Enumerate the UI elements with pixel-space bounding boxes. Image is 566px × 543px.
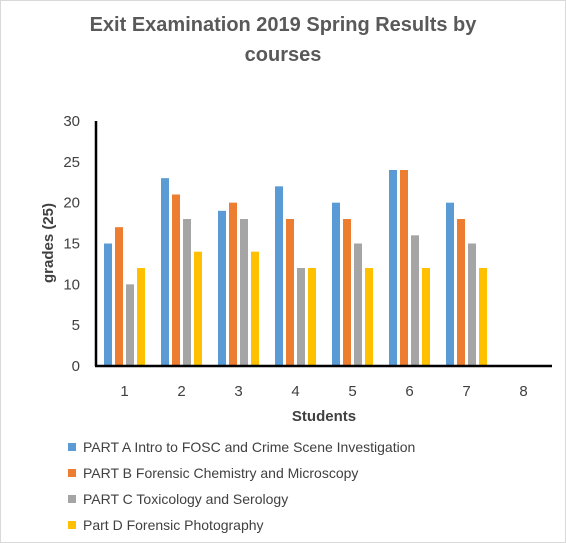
bars [104, 170, 487, 366]
bar-1-student-6 [389, 170, 397, 366]
bar-4-student-1 [137, 268, 145, 366]
legend-label: PART B Forensic Chemistry and Microscopy [83, 465, 359, 481]
bar-3-student-3 [240, 219, 248, 366]
chart-title-line-1: Exit Examination 2019 Spring Results by [89, 14, 477, 36]
bar-3-student-1 [126, 284, 134, 366]
legend-swatch [68, 495, 76, 503]
x-axis-title: Students [292, 408, 356, 425]
x-tick-labels: 1 2 3 4 5 6 7 8 [120, 383, 527, 400]
x-tick-label: 6 [405, 383, 413, 400]
legend-swatch [68, 469, 76, 477]
y-tick-label: 25 [63, 154, 80, 171]
bar-3-student-2 [183, 219, 191, 366]
x-tick-label: 5 [348, 383, 356, 400]
legend-swatch [68, 443, 76, 451]
bar-2-student-2 [172, 194, 180, 366]
legend-swatch [68, 521, 76, 529]
x-tick-label: 8 [519, 383, 527, 400]
bar-2-student-7 [457, 219, 465, 366]
bar-1-student-3 [218, 210, 226, 366]
bar-2-student-4 [286, 219, 294, 366]
chart-title-line-2: courses [244, 44, 322, 66]
bar-1-student-4 [275, 186, 283, 366]
x-tick-label: 1 [120, 383, 128, 400]
y-axis-title: grades (25) [40, 203, 57, 283]
bar-3-student-5 [354, 243, 362, 366]
y-tick-label: 10 [63, 276, 80, 293]
x-tick-label: 3 [234, 383, 242, 400]
bar-2-student-5 [343, 219, 351, 366]
bar-1-student-1 [104, 243, 112, 366]
bar-1-student-2 [161, 178, 169, 366]
legend-label: Part D Forensic Photography [83, 517, 264, 533]
bar-1-student-7 [446, 202, 454, 366]
bar-2-student-1 [115, 227, 123, 366]
x-tick-label: 7 [462, 383, 470, 400]
legend-label: PART A Intro to FOSC and Crime Scene Inv… [83, 439, 416, 455]
bar-2-student-6 [400, 170, 408, 366]
bar-3-student-7 [468, 243, 476, 366]
bar-4-student-5 [365, 268, 373, 366]
y-tick-label: 30 [63, 113, 80, 130]
x-tick-label: 4 [291, 383, 299, 400]
bar-4-student-7 [479, 268, 487, 366]
bar-4-student-3 [251, 251, 259, 366]
legend-label: PART C Toxicology and Serology [83, 491, 289, 507]
x-tick-label: 2 [177, 383, 185, 400]
y-tick-label: 15 [63, 236, 80, 253]
bar-4-student-6 [422, 268, 430, 366]
bar-1-student-5 [332, 202, 340, 366]
y-tick-label: 0 [72, 358, 80, 375]
bar-3-student-4 [297, 268, 305, 366]
bar-2-student-3 [229, 202, 237, 366]
y-tick-label: 20 [63, 195, 80, 212]
y-tick-labels: 0 5 10 15 20 25 30 [63, 113, 80, 375]
chart-title: Exit Examination 2019 Spring Results by … [0, 10, 566, 70]
bar-4-student-2 [194, 251, 202, 366]
bar-3-student-6 [411, 235, 419, 366]
bar-4-student-4 [308, 268, 316, 366]
y-tick-label: 5 [72, 317, 80, 334]
